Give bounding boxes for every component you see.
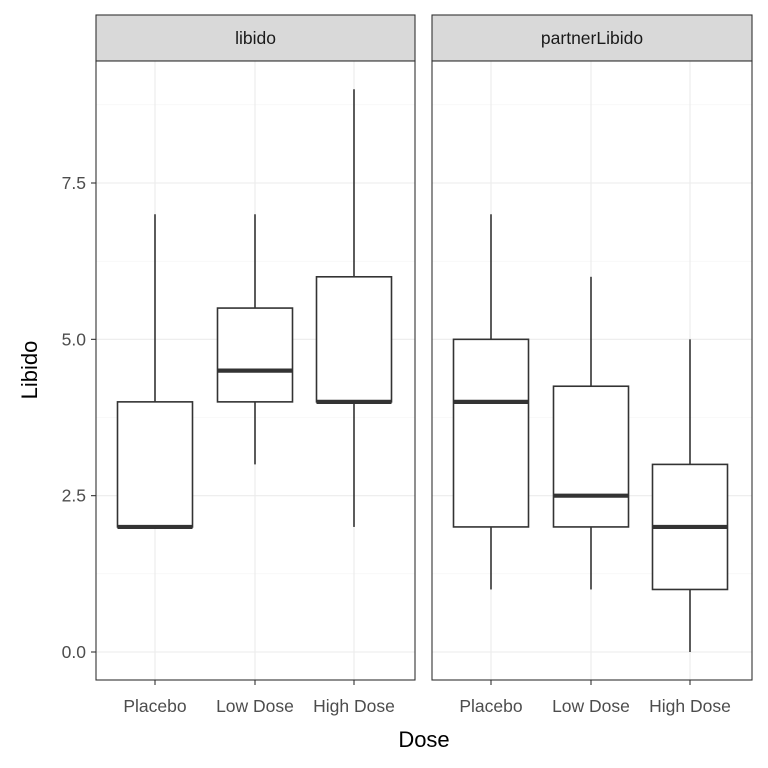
y-tick-label: 0.0 — [62, 642, 87, 662]
y-tick-label: 2.5 — [62, 486, 86, 506]
boxplot-high-dose — [315, 89, 393, 527]
panel-libido: libido Placebo Low Dose High Dose — [95, 14, 416, 716]
box-iqr — [452, 338, 530, 528]
facet-strip-label: partnerLibido — [541, 28, 643, 48]
x-tick-label: Placebo — [123, 696, 186, 716]
x-tick-label: High Dose — [313, 696, 395, 716]
x-tick-label: Low Dose — [216, 696, 294, 716]
y-tick-label: 7.5 — [62, 173, 86, 193]
panel-partnerLibido: partnerLibido Placebo Low Dose High Dose — [431, 14, 753, 716]
boxplot-low-dose — [216, 214, 294, 465]
box-iqr — [216, 307, 294, 403]
y-axis-title: Libido — [17, 341, 42, 400]
box-iqr — [116, 401, 194, 528]
boxplot-placebo — [452, 214, 530, 590]
boxplot-low-dose — [552, 276, 630, 590]
box-iqr — [552, 385, 630, 528]
y-axis: 0.0 2.5 5.0 7.5 — [62, 173, 96, 662]
facet-strip — [431, 14, 753, 62]
x-tick-label: High Dose — [649, 696, 731, 716]
boxplot-high-dose — [651, 339, 729, 652]
box-iqr — [315, 275, 393, 403]
panel-border — [431, 60, 753, 681]
x-axis-title: Dose — [398, 727, 449, 752]
x-tick-label: Low Dose — [552, 696, 630, 716]
facet-strip-label: libido — [235, 28, 276, 48]
facet-strip — [95, 14, 416, 62]
x-tick-label: Placebo — [459, 696, 522, 716]
y-tick-label: 5.0 — [62, 329, 87, 349]
boxplot-placebo — [116, 214, 194, 530]
